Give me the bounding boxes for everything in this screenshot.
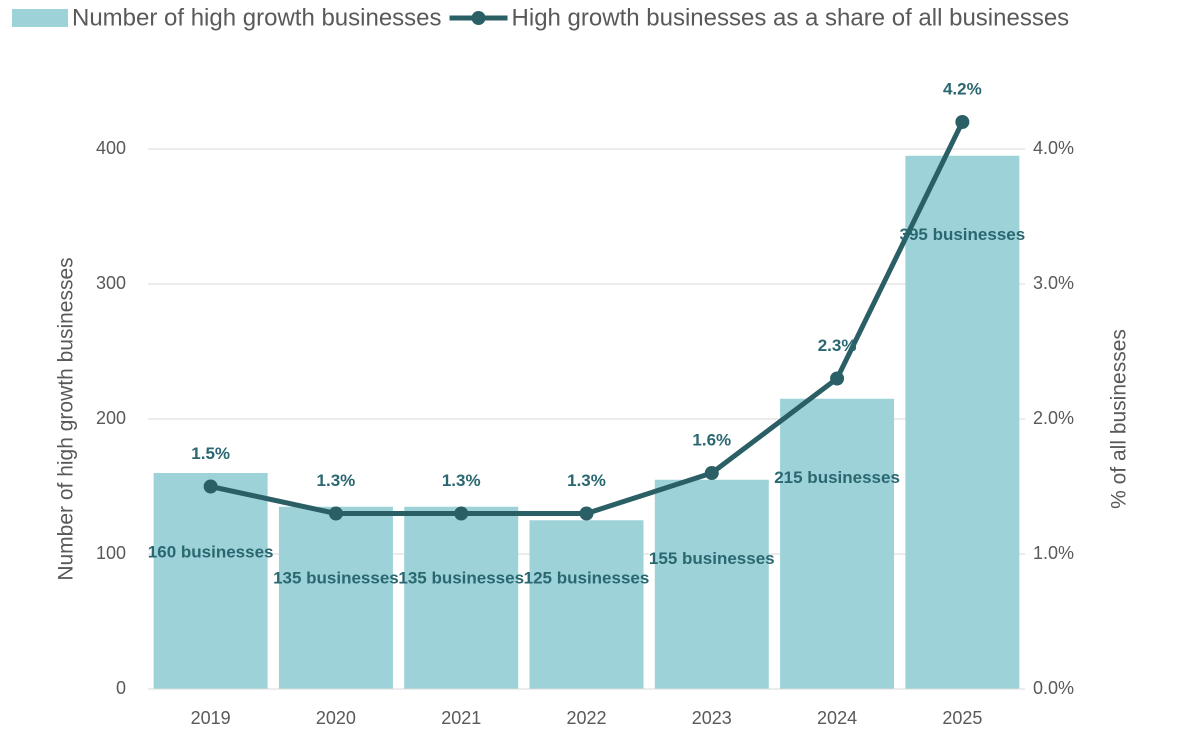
- bar-value-label: 160 businesses: [148, 542, 274, 561]
- y2-tick-label: 1.0%: [1033, 543, 1074, 563]
- bar: [278, 506, 393, 689]
- line-marker: [830, 371, 845, 386]
- bar: [905, 155, 1020, 689]
- x-tick-label: 2023: [692, 708, 732, 728]
- bar-value-label: 155 businesses: [649, 549, 775, 568]
- y-tick-label: 300: [96, 273, 126, 293]
- bar: [654, 479, 769, 689]
- legend-swatch: [12, 9, 68, 27]
- line-value-label: 1.3%: [317, 471, 356, 490]
- line-value-label: 1.5%: [191, 444, 230, 463]
- line-value-label: 1.6%: [692, 430, 731, 449]
- legend-label: High growth businesses as a share of all…: [512, 4, 1070, 31]
- bar-value-label: 215 businesses: [774, 468, 900, 487]
- x-tick-label: 2021: [441, 708, 481, 728]
- x-tick-label: 2020: [316, 708, 356, 728]
- line-value-label: 1.3%: [442, 471, 481, 490]
- x-tick-label: 2024: [817, 708, 857, 728]
- bar: [780, 398, 895, 689]
- y2-tick-label: 4.0%: [1033, 138, 1074, 158]
- bar: [404, 506, 519, 689]
- y-axis-title: Number of high growth businesses: [55, 257, 78, 580]
- x-tick-label: 2022: [566, 708, 606, 728]
- y-tick-label: 100: [96, 543, 126, 563]
- line-marker: [328, 506, 343, 521]
- line-marker: [704, 466, 719, 480]
- bar-value-label: 135 businesses: [273, 568, 399, 587]
- line-marker: [579, 506, 594, 521]
- legend-label: Number of high growth businesses: [72, 4, 442, 31]
- y2-tick-label: 2.0%: [1033, 408, 1074, 428]
- bar: [153, 473, 268, 689]
- y2-tick-label: 0.0%: [1033, 678, 1074, 698]
- y-tick-label: 200: [96, 408, 126, 428]
- line-marker: [454, 506, 469, 521]
- y-tick-label: 400: [96, 138, 126, 158]
- y2-tick-label: 3.0%: [1033, 273, 1074, 293]
- x-tick-label: 2025: [942, 708, 982, 728]
- legend-marker: [471, 11, 486, 25]
- x-tick-label: 2019: [191, 708, 231, 728]
- bar: [529, 520, 644, 689]
- y-tick-label: 0: [116, 678, 126, 698]
- line-marker: [955, 115, 970, 129]
- bar-value-label: 395 businesses: [900, 225, 1026, 244]
- line-value-label: 4.2%: [943, 79, 982, 98]
- y2-axis-title: % of all businesses: [1108, 329, 1131, 509]
- line-marker: [203, 479, 218, 494]
- bar-value-label: 135 businesses: [398, 568, 524, 587]
- line-value-label: 2.3%: [818, 336, 857, 355]
- line-value-label: 1.3%: [567, 471, 606, 490]
- bar-value-label: 125 businesses: [524, 568, 650, 587]
